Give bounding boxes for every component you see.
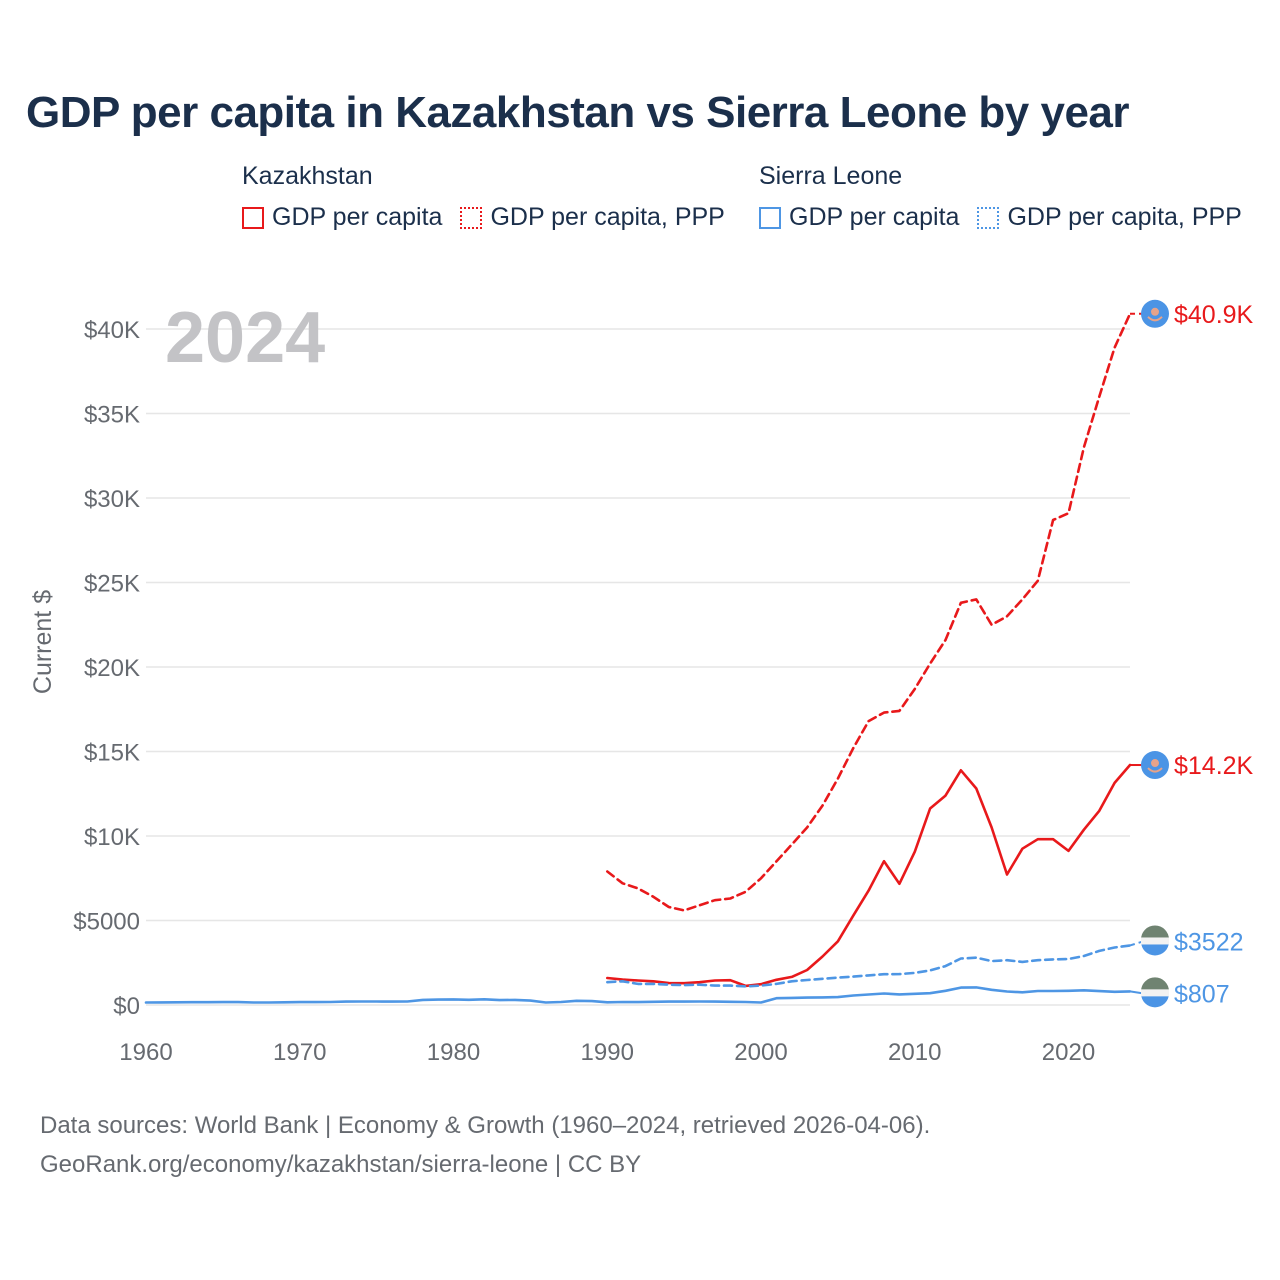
legend-item-label: GDP per capita, PPP: [490, 203, 725, 231]
data-source-footer: Data sources: World Bank | Economy & Gro…: [40, 1106, 930, 1184]
legend-item-label: GDP per capita: [272, 203, 443, 231]
end-value-label: $40.9K: [1174, 301, 1254, 329]
end-connector: [1129, 940, 1144, 947]
flag-green-stripe: [1141, 977, 1169, 992]
solid-line-swatch-icon: [242, 206, 264, 229]
x-tick-label: 1970: [273, 1039, 326, 1066]
x-tick-label: 2000: [734, 1039, 787, 1066]
legend-item-sierra-leone-gdp-ppp[interactable]: GDP per capita, PPP: [977, 203, 1242, 232]
series-line-2: [605, 944, 1132, 988]
end-value-label: $3522: [1174, 928, 1244, 956]
y-axis-label: Current $: [29, 590, 57, 694]
x-tick-label: 1960: [119, 1039, 172, 1066]
footer-source-line: Data sources: World Bank | Economy & Gro…: [40, 1112, 931, 1139]
end-value-label: $14.2K: [1174, 752, 1254, 780]
x-tick-label: 1990: [581, 1039, 634, 1066]
y-tick-label: $10K: [84, 824, 140, 851]
x-tick-label: 2020: [1042, 1039, 1095, 1066]
dotted-line-swatch-icon: [460, 206, 483, 229]
y-tick-label: $35K: [84, 402, 140, 429]
footer-link-line[interactable]: GeoRank.org/economy/kazakhstan/sierra-le…: [40, 1151, 642, 1178]
y-tick-label: $0: [113, 993, 140, 1020]
flag-sun-emblem: [1151, 759, 1159, 768]
legend-item-label: GDP per capita: [789, 203, 960, 231]
year-label: 2024: [165, 298, 325, 378]
x-tick-label: 1980: [427, 1039, 480, 1066]
y-tick-label: $15K: [84, 740, 140, 767]
legend-item-sierra-leone-gdp[interactable]: GDP per capita: [759, 203, 959, 232]
chart-title: GDP per capita in Kazakhstan vs Sierra L…: [26, 88, 1130, 137]
legend-group-title: Kazakhstan: [242, 162, 373, 190]
solid-line-swatch-icon: [759, 206, 781, 229]
legend-group-kazakhstan: Kazakhstan GDP per capita GDP per capita…: [242, 162, 743, 232]
y-tick-label: $40K: [84, 317, 140, 344]
legend-group-sierra-leone: Sierra Leone GDP per capita GDP per capi…: [759, 162, 1260, 232]
flag-sun-emblem: [1151, 307, 1159, 316]
legend-item-label: GDP per capita, PPP: [1007, 203, 1242, 231]
legend-item-kazakhstan-gdp-ppp[interactable]: GDP per capita, PPP: [460, 203, 725, 232]
flag-white-stripe: [1141, 937, 1169, 945]
legend-group-title: Sierra Leone: [759, 162, 903, 190]
y-tick-label: $5000: [73, 909, 140, 936]
dotted-line-swatch-icon: [977, 206, 1000, 229]
end-value-label: $807: [1174, 980, 1230, 1008]
series-line-0: [605, 312, 1132, 912]
end-connector: [1129, 990, 1144, 995]
flag-eagle-emblem: [1147, 316, 1163, 322]
x-tick-label: 2010: [888, 1039, 941, 1066]
series-line-1: [605, 763, 1132, 988]
flag-green-stripe: [1141, 925, 1169, 940]
series-line-3: [144, 986, 1132, 1004]
y-tick-label: $25K: [84, 571, 140, 598]
legend-item-kazakhstan-gdp[interactable]: GDP per capita: [242, 203, 442, 232]
y-tick-label: $20K: [84, 655, 140, 682]
flag-white-stripe: [1141, 989, 1169, 997]
flag-eagle-emblem: [1147, 767, 1163, 773]
y-tick-label: $30K: [84, 486, 140, 513]
